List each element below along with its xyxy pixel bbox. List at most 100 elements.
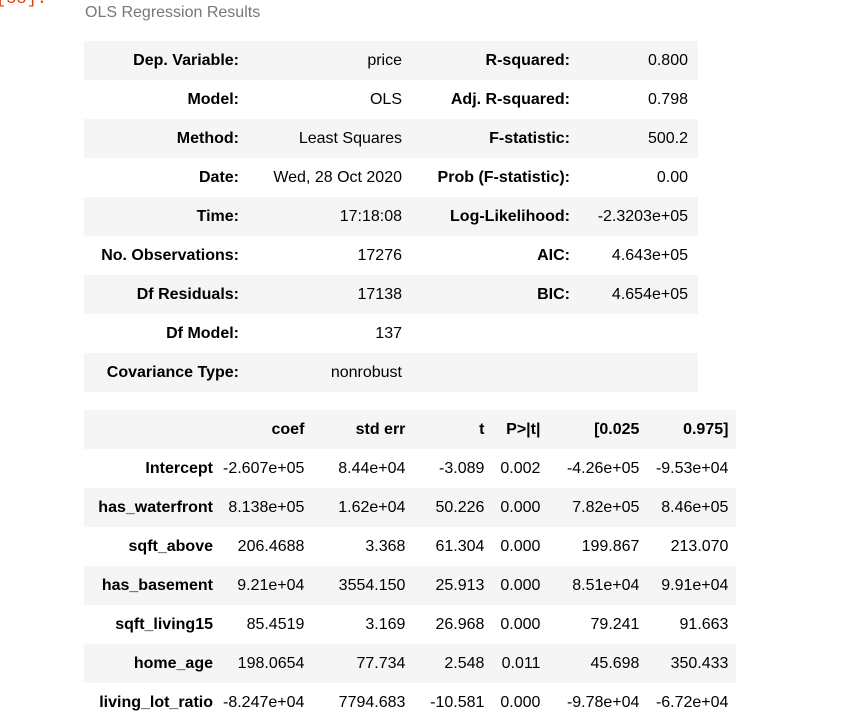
info-value: 0.800 xyxy=(647,51,688,69)
table-cell: 0.011 xyxy=(501,654,541,672)
table-cell: 0.000 xyxy=(500,498,541,516)
column-header: P>|t| xyxy=(506,420,541,438)
table-cell: 2.548 xyxy=(444,654,485,672)
info-label: Df Residuals: xyxy=(136,285,239,303)
table-cell: 26.968 xyxy=(435,615,485,633)
table-cell: 1.62e+04 xyxy=(338,498,406,516)
table-cell: -9.78e+04 xyxy=(566,693,640,711)
table-cell: 79.241 xyxy=(590,615,640,633)
info-label: BIC: xyxy=(537,285,570,303)
info-value: 4.643e+05 xyxy=(611,246,688,264)
table-cell: 350.433 xyxy=(670,654,729,672)
info-row: Covariance Type: nonrobust xyxy=(84,353,698,392)
table-cell: 0.000 xyxy=(500,537,541,555)
model-info-table: Dep. Variable: price R-squared: 0.800 Model:… xyxy=(84,41,698,392)
info-value: 0.00 xyxy=(656,168,688,186)
table-row: sqft_living15 85.4519 3.169 26.968 0.000 79.2… xyxy=(84,605,736,644)
info-label: F-statistic: xyxy=(489,129,570,147)
table-cell: 0.000 xyxy=(500,693,541,711)
coef-header-row: coef std err t P>|t| [0.025 0.975] xyxy=(84,410,737,449)
info-row: Model: OLS Adj. R-squared: 0.798 xyxy=(84,80,698,119)
table-cell: 85.4519 xyxy=(246,615,305,633)
variable-name: has_basement xyxy=(101,576,213,594)
info-row: Method: Least Squares F-statistic: 500.2 xyxy=(84,119,698,158)
variable-name: sqft_living15 xyxy=(115,615,213,633)
table-cell: 0.000 xyxy=(500,576,541,594)
table-cell: 198.0654 xyxy=(237,654,305,672)
info-label: Model: xyxy=(187,90,239,108)
info-label: R-squared: xyxy=(485,51,570,69)
info-label: Log-Likelihood: xyxy=(450,207,570,225)
table-cell: 7.82e+05 xyxy=(572,498,640,516)
table-cell: 8.51e+04 xyxy=(572,576,640,594)
table-cell: -8.247e+04 xyxy=(223,693,305,711)
info-label: Covariance Type: xyxy=(106,363,239,381)
info-label: Prob (F-statistic): xyxy=(437,168,570,186)
table-cell: 0.002 xyxy=(500,459,541,477)
table-cell: 7794.683 xyxy=(338,693,406,711)
info-label: AIC: xyxy=(537,246,570,264)
info-value: nonrobust xyxy=(330,363,402,381)
coefficient-table: coef std err t P>|t| [0.025 0.975] Intercept -… xyxy=(84,410,737,722)
table-cell: -10.581 xyxy=(430,693,485,711)
info-value: 0.798 xyxy=(647,90,688,108)
table-cell: 25.913 xyxy=(435,576,485,594)
variable-name: living_lot_ratio xyxy=(99,693,213,711)
variable-name: sqft_above xyxy=(128,537,213,555)
info-value: Wed, 28 Oct 2020 xyxy=(273,168,402,186)
table-cell: 9.91e+04 xyxy=(661,576,729,594)
variable-name: Intercept xyxy=(145,459,213,477)
info-label: Time: xyxy=(196,207,239,225)
table-cell: -6.72e+04 xyxy=(655,693,729,711)
table-cell: 199.867 xyxy=(581,537,640,555)
column-header: [0.025 xyxy=(594,420,640,438)
table-row: Intercept -2.607e+05 8.44e+04 -3.089 0.002 -4… xyxy=(84,449,736,488)
table-cell: 0.000 xyxy=(500,615,541,633)
info-value: 17276 xyxy=(357,246,403,264)
table-row: has_basement 9.21e+04 3554.150 25.913 0.000 8… xyxy=(84,566,737,605)
table-cell: 213.070 xyxy=(670,537,729,555)
table-cell: -3.089 xyxy=(439,459,485,477)
table-caption: OLS Regression Results xyxy=(85,4,261,21)
info-row: Date: Wed, 28 Oct 2020 Prob (F-statistic):… xyxy=(84,158,698,197)
column-header: t xyxy=(479,420,485,438)
info-label xyxy=(412,314,580,353)
table-cell: 8.44e+04 xyxy=(338,459,406,477)
info-value: 137 xyxy=(375,324,402,342)
table-cell: 8.46e+05 xyxy=(661,498,729,516)
column-header xyxy=(84,410,223,449)
table-cell: 50.226 xyxy=(435,498,485,516)
info-value: price xyxy=(367,51,402,69)
table-cell: 61.304 xyxy=(435,537,485,555)
cell-prompt: [58]: xyxy=(0,0,47,9)
info-row: Df Model: 137 xyxy=(84,314,698,353)
info-label: Adj. R-squared: xyxy=(450,90,570,108)
table-cell: 77.734 xyxy=(356,654,406,672)
info-row: Df Residuals: 17138 BIC: 4.654e+05 xyxy=(84,275,698,314)
table-row: home_age 198.0654 77.734 2.548 0.011 45.698 35… xyxy=(84,644,737,683)
info-row: Time: 17:18:08 Log-Likelihood: -2.3203e+05 xyxy=(84,197,698,236)
info-label: Df Model: xyxy=(166,324,239,342)
table-cell: 3.368 xyxy=(365,537,406,555)
info-value: 500.2 xyxy=(647,129,688,147)
variable-name: has_waterfront xyxy=(98,498,213,516)
table-row: living_lot_ratio -8.247e+04 7794.683 -10.58… xyxy=(84,683,736,722)
info-label: Date: xyxy=(198,168,239,186)
table-cell: 3.169 xyxy=(365,615,406,633)
column-header: coef xyxy=(271,420,305,438)
info-label xyxy=(412,353,580,392)
info-row: Dep. Variable: price R-squared: 0.800 xyxy=(84,41,698,80)
info-value xyxy=(580,314,698,353)
table-cell: 3554.150 xyxy=(338,576,406,594)
variable-name: home_age xyxy=(133,654,213,672)
column-header: 0.975] xyxy=(683,420,729,438)
info-label: No. Observations: xyxy=(101,246,239,264)
table-cell: -2.607e+05 xyxy=(223,459,305,477)
info-value: OLS xyxy=(369,90,402,108)
info-value: 17138 xyxy=(357,285,403,303)
info-label: Method: xyxy=(176,129,239,147)
table-cell: 8.138e+05 xyxy=(228,498,305,516)
table-row: has_waterfront 8.138e+05 1.62e+04 50.226 0.0… xyxy=(84,488,737,527)
column-header: std err xyxy=(355,420,406,438)
info-value: 17:18:08 xyxy=(339,207,402,225)
